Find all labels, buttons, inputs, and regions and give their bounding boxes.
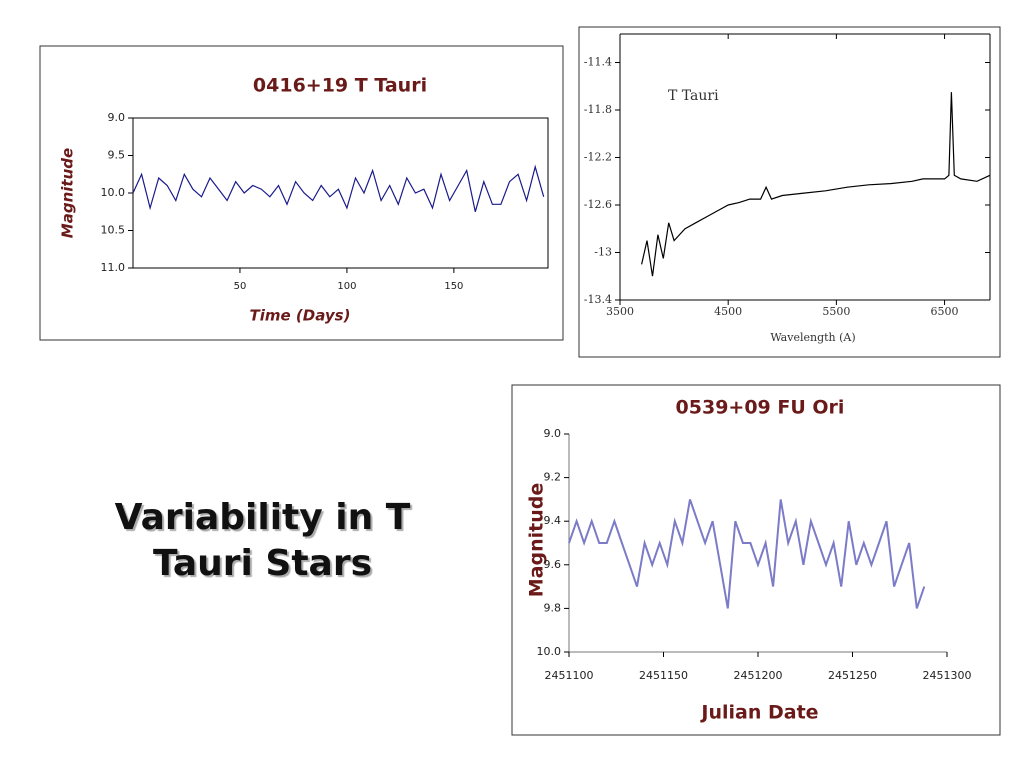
y-tick-label: -11.4 [584,56,612,69]
x-axis-label: Julian Date [699,702,818,724]
x-tick-label: 2451300 [923,669,972,682]
x-tick-label: 2451150 [639,669,688,682]
chart-title: 0539+09 FU Ori [676,397,845,419]
data-line [568,499,926,609]
y-tick-label: -12.6 [584,198,612,211]
y-tick-label: 9.5 [108,149,126,162]
data-line [641,92,991,277]
y-tick-label: -11.8 [584,103,612,116]
chart-frame [39,45,564,341]
y-tick-label: 9.4 [544,514,562,527]
x-axis-label: Time (Days) [250,307,351,325]
y-tick-label: 9.2 [544,471,562,484]
x-tick-label: 50 [234,281,247,292]
chart-frame [578,26,1001,358]
x-tick-label: 3500 [606,305,634,318]
y-tick-label: 9.0 [108,111,126,124]
x-tick-label: 100 [337,281,356,292]
y-tick-label: 11.0 [101,261,126,274]
x-tick-label: 150 [444,281,463,292]
y-tick-label: 10.0 [537,645,562,658]
y-tick-label: -13.4 [584,293,612,306]
y-tick-label: -13 [594,246,612,259]
data-line [132,164,545,212]
chart-title: 0416+19 T Tauri [253,75,427,97]
y-axis-label: Magnitude [59,148,77,238]
y-tick-label: 9.6 [544,558,562,571]
x-tick-label: 5500 [822,305,850,318]
y-tick-label: -12.2 [584,151,612,164]
x-tick-label: 2451100 [545,669,594,682]
y-tick-label: 9.8 [544,601,562,614]
y-tick-label: 10.0 [101,186,126,199]
annotation: T Tauri [668,88,719,104]
y-tick-label: 10.5 [101,224,126,237]
x-tick-label: 6500 [931,305,959,318]
x-tick-label: 4500 [714,305,742,318]
x-tick-label: 2451200 [734,669,783,682]
x-tick-label: 2451250 [828,669,877,682]
slide-title: Variability in T Tauri Stars [114,497,411,584]
y-axis-label: Magnitude [526,483,548,597]
y-tick-label: 9.0 [544,427,562,440]
x-axis-label: Wavelength (A) [770,331,855,344]
